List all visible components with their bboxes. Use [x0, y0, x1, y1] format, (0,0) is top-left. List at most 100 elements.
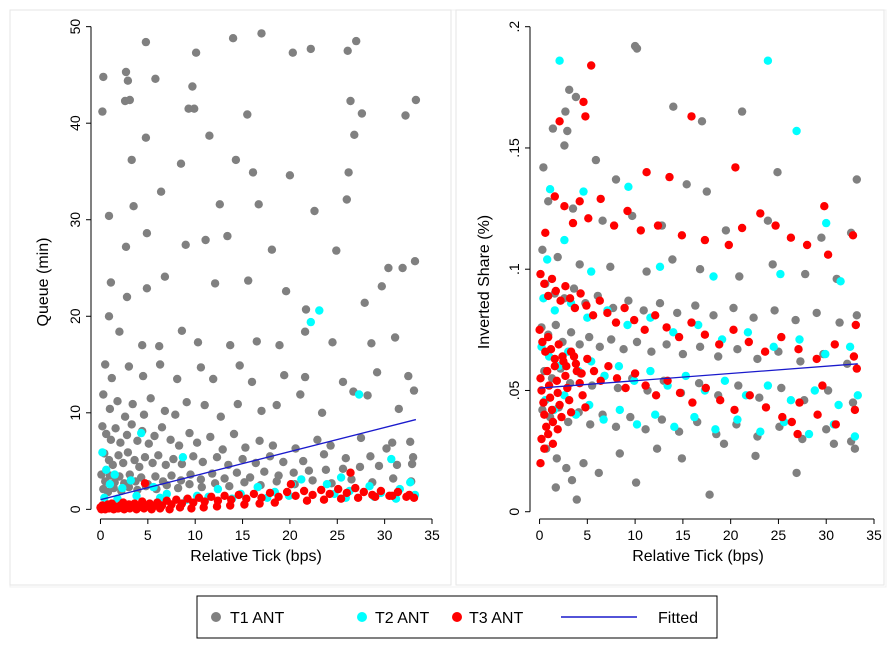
left-point-t1-ant [142, 229, 152, 238]
right-point-t3-ant [560, 202, 569, 211]
right-point-t3-ant [537, 434, 546, 444]
left-point-t3-ant [282, 487, 292, 497]
right-point-t3-ant [554, 340, 563, 349]
left-point-t1-ant [299, 456, 308, 466]
left-point-t1-ant [121, 242, 131, 251]
left-x-axis-title: Relative Tick (bps) [190, 548, 322, 565]
left-point-t1-ant [161, 460, 170, 470]
left-point-t3-ant [308, 490, 317, 500]
right-point-t3-ant [611, 318, 621, 327]
right-point-t3-ant [539, 398, 548, 407]
legend-label-t1: T1 ANT [230, 610, 284, 627]
left-point-t1-ant [99, 390, 108, 399]
right-x-tick-label: 10 [627, 527, 643, 543]
right-point-t1-ant [655, 299, 665, 308]
right-x-tick-label: 20 [723, 527, 739, 543]
right-point-t3-ant [818, 381, 827, 390]
right-x-tick-label: 0 [536, 527, 544, 543]
right-point-t2-ant [543, 255, 552, 264]
right-y-tick-label: .05 [506, 381, 522, 401]
left-point-t1-ant [155, 360, 165, 369]
left-point-t1-ant [156, 187, 166, 196]
right-point-t3-ant [641, 381, 650, 390]
right-point-t3-ant [571, 359, 581, 368]
right-point-t1-ant [714, 352, 723, 361]
left-point-t1-ant [193, 338, 203, 347]
right-point-t1-ant [539, 163, 548, 172]
right-point-t3-ant [761, 403, 771, 412]
legend-marker-t1 [211, 612, 221, 622]
right-point-t3-ant [744, 337, 753, 347]
right-point-t3-ant [570, 303, 580, 313]
left-point-t1-ant [151, 74, 160, 84]
right-point-t2-ant [560, 235, 569, 245]
left-point-t1-ant [341, 454, 350, 463]
left-point-t3-ant [212, 502, 222, 511]
right-point-t3-ant [620, 303, 629, 313]
left-point-t1-ant [355, 462, 365, 472]
left-point-t2-ant [315, 306, 324, 315]
left-point-t1-ant [390, 333, 400, 342]
left-point-t1-ant [268, 441, 278, 450]
left-point-t2-ant [322, 480, 332, 489]
left-point-t1-ant [408, 453, 418, 462]
left-point-t1-ant [267, 245, 277, 254]
left-point-t1-ant [111, 424, 120, 433]
left-point-t1-ant [167, 471, 176, 480]
right-point-t3-ant [642, 168, 651, 177]
left-point-t1-ant [360, 298, 369, 307]
right-point-t3-ant [849, 352, 859, 361]
left-point-t1-ant [127, 155, 136, 165]
right-point-t3-ant [568, 218, 578, 228]
left-point-t1-ant [308, 476, 317, 485]
right-point-t2-ant [587, 267, 596, 276]
left-point-t1-ant [328, 338, 337, 347]
right-point-t1-ant [737, 107, 747, 116]
right-point-t3-ant [536, 459, 545, 468]
left-point-t1-ant [138, 371, 148, 381]
right-point-t3-ant [575, 379, 584, 388]
right-point-t3-ant [546, 345, 556, 354]
left-point-t1-ant [174, 441, 184, 450]
left-point-t1-ant [346, 96, 355, 106]
right-point-t3-ant [640, 325, 649, 334]
right-point-t3-ant [588, 311, 598, 320]
left-x-tick-label: 35 [424, 527, 440, 543]
right-point-t3-ant [737, 223, 747, 233]
right-y-axis-title: Inverted Share (%) [476, 215, 493, 349]
right-point-t1-ant [566, 328, 576, 337]
left-point-t1-ant [338, 464, 348, 473]
right-x-tick-label: 35 [866, 527, 882, 543]
right-point-t1-ant [560, 141, 569, 150]
left-point-t1-ant [171, 410, 180, 419]
right-point-t2-ant [792, 126, 801, 136]
right-point-t1-ant [568, 204, 578, 213]
right-point-t1-ant [626, 412, 635, 422]
right-point-t1-ant [801, 269, 810, 279]
left-point-t1-ant [398, 263, 407, 273]
left-point-t1-ant [104, 312, 114, 321]
right-point-t1-ant [691, 301, 700, 310]
left-point-t3-ant [132, 505, 141, 514]
right-point-t1-ant [551, 483, 560, 492]
right-point-t3-ant [561, 282, 570, 291]
left-point-t1-ant [210, 279, 220, 288]
right-point-t2-ant [670, 422, 679, 431]
right-point-t1-ant [657, 415, 667, 424]
left-point-t1-ant [177, 326, 187, 335]
legend-marker-t2 [357, 612, 367, 622]
right-point-t3-ant [555, 117, 564, 126]
left-point-t1-ant [343, 46, 352, 55]
right-point-t1-ant [773, 168, 782, 177]
right-point-t1-ant [548, 124, 558, 133]
left-point-t1-ant [367, 339, 376, 348]
left-point-t2-ant [354, 390, 364, 399]
left-point-t3-ant [299, 486, 309, 496]
legend-label-t3: T3 ANT [469, 610, 523, 627]
left-point-t1-ant [377, 282, 386, 291]
right-point-t1-ant [668, 255, 677, 264]
right-point-t1-ant [751, 451, 760, 461]
left-point-t1-ant [206, 432, 215, 442]
right-point-t1-ant [538, 245, 547, 254]
left-point-t1-ant [157, 423, 167, 432]
